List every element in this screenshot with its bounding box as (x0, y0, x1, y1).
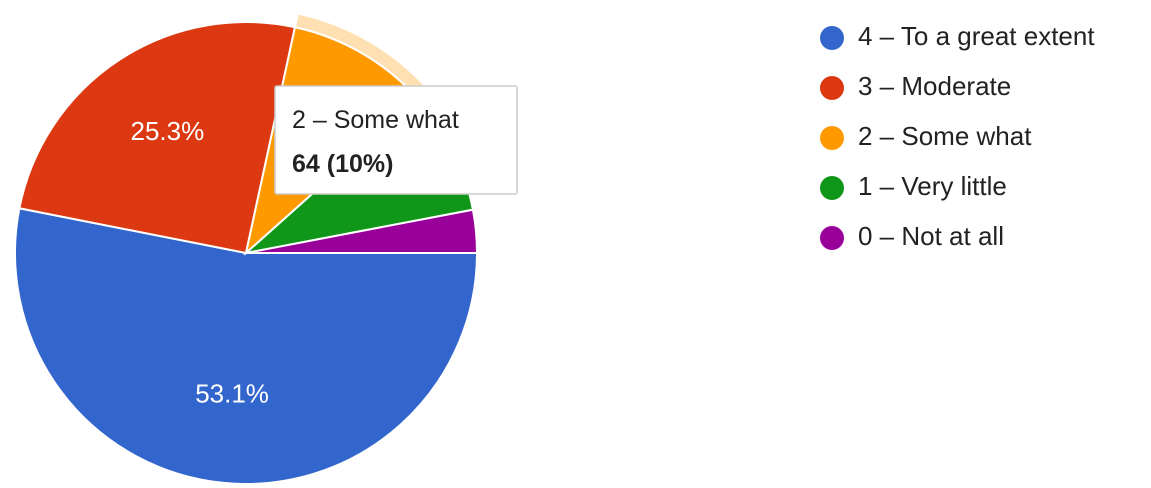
pie-slice-label: 53.1% (195, 378, 269, 408)
pie-slice-0-not-at-all[interactable] (245, 208, 479, 254)
legend-label: 0 – Not at all (858, 221, 1004, 251)
legend-label: 4 – To a great extent (858, 21, 1095, 51)
pie-slices (14, 12, 479, 485)
legend-swatch (820, 176, 844, 200)
legend-item-2-some-what[interactable]: 2 – Some what (820, 121, 1032, 151)
legend: 4 – To a great extent 3 – Moderate 2 – Som… (820, 21, 1095, 251)
legend-item-1-very-little[interactable]: 1 – Very little (820, 171, 1007, 201)
tooltip: 2 – Some what 64 (10%) (274, 85, 518, 195)
pie-slice-label: 25.3% (131, 116, 205, 146)
legend-swatch (820, 226, 844, 250)
legend-label: 2 – Some what (858, 121, 1032, 151)
pie-slice-labels: 53.1% 25.3% (131, 116, 269, 408)
legend-swatch (820, 126, 844, 150)
tooltip-title: 2 – Some what (292, 106, 459, 134)
legend-item-3-moderate[interactable]: 3 – Moderate (820, 71, 1011, 101)
tooltip-value: 64 (10%) (292, 150, 393, 178)
tooltip-box (274, 85, 518, 195)
legend-label: 1 – Very little (858, 171, 1007, 201)
legend-item-0-not-at-all[interactable]: 0 – Not at all (820, 221, 1004, 251)
pie-slice-3-moderate[interactable] (18, 21, 297, 255)
legend-swatch (820, 26, 844, 50)
legend-label: 3 – Moderate (858, 71, 1011, 101)
legend-swatch (820, 76, 844, 100)
legend-item-4-to-a-great-extent[interactable]: 4 – To a great extent (820, 21, 1095, 51)
